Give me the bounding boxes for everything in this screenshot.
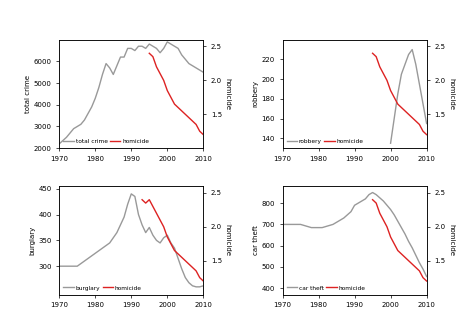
Y-axis label: burglary: burglary (29, 226, 36, 255)
Legend: car theft, homicide: car theft, homicide (285, 284, 366, 292)
Y-axis label: robbery: robbery (253, 80, 259, 108)
Y-axis label: car theft: car theft (253, 225, 259, 255)
Legend: burglary, homicide: burglary, homicide (62, 284, 143, 292)
Y-axis label: total crime: total crime (25, 75, 31, 113)
Y-axis label: homicide: homicide (448, 224, 454, 257)
Y-axis label: homicide: homicide (225, 224, 231, 257)
Y-axis label: homicide: homicide (225, 78, 231, 110)
Legend: total crime, homicide: total crime, homicide (62, 138, 150, 145)
Legend: robbery, homicide: robbery, homicide (285, 138, 365, 145)
Y-axis label: homicide: homicide (448, 78, 454, 110)
